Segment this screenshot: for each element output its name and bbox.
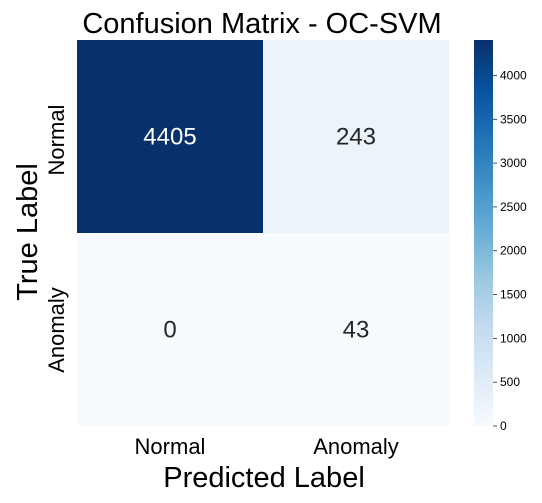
colorbar-tick-label: 2000: [500, 244, 527, 258]
colorbar-ticks: 0 500 1000 1500 2000 2500 3000 3500 4000: [493, 68, 527, 433]
colorbar-tick-label: 3000: [500, 156, 527, 170]
cell-value-label: 43: [343, 317, 370, 344]
x-tick-labels: Normal Anomaly: [135, 434, 399, 459]
heatmap-cells: [77, 40, 449, 426]
x-axis-label: Predicted Label: [163, 462, 365, 494]
heatmap-cell: [263, 233, 449, 426]
y-axis-label: True Label: [12, 163, 44, 301]
cell-value-label: 0: [163, 317, 176, 344]
chart-title: Confusion Matrix - OC-SVM: [82, 8, 441, 40]
colorbar-tick-label: 1500: [500, 288, 527, 302]
x-tick-label: Anomaly: [313, 434, 399, 459]
cell-value-label: 243: [336, 124, 376, 151]
colorbar-tick-label: 2500: [500, 200, 527, 214]
heatmap-cell: [263, 40, 449, 233]
cell-annotations: 4405 243 0 43: [143, 124, 376, 344]
heatmap-cell: [77, 233, 263, 426]
colorbar-tick-label: 0: [500, 419, 507, 433]
y-tick-labels: Normal Anomaly: [44, 105, 69, 373]
x-tick-label: Normal: [135, 434, 206, 459]
y-tick-label: Anomaly: [44, 287, 69, 373]
colorbar-tick-label: 3500: [500, 112, 527, 126]
colorbar-tick-label: 500: [500, 375, 520, 389]
colorbar-tick-label: 1000: [500, 331, 527, 345]
y-tick-label: Normal: [44, 105, 69, 176]
colorbar: [474, 40, 493, 426]
cell-value-label: 4405: [143, 124, 196, 151]
heatmap-cell: [77, 40, 263, 233]
colorbar-tick-label: 4000: [500, 68, 527, 82]
